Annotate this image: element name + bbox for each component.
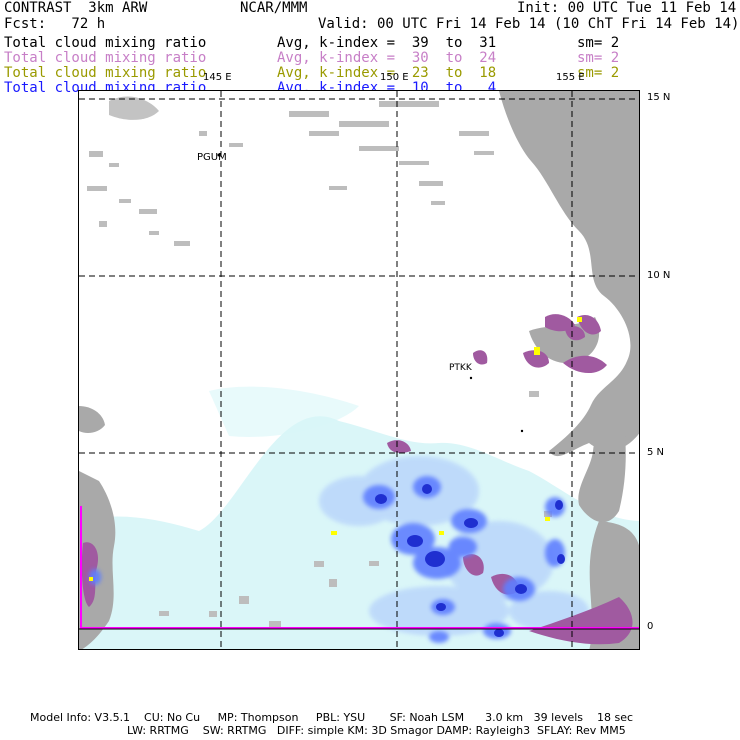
model-info-line2: LW: RRTMG SW: RRTMG DIFF: simple KM: 3D … xyxy=(127,724,626,737)
field-kindex: Avg, k-index = 39 to 31 xyxy=(277,35,497,51)
lat-label: 15 N xyxy=(647,92,671,103)
field-kindex: Avg, k-index = 30 to 24 xyxy=(277,50,497,66)
forecast-hour: Fcst: 72 h xyxy=(4,16,106,32)
yellow-cloud xyxy=(89,317,582,581)
station-markers xyxy=(217,153,524,433)
lat-label: 10 N xyxy=(647,270,671,281)
lon-label: 150 E xyxy=(380,72,409,83)
cloud-map xyxy=(79,91,639,649)
org-label: NCAR/MMM xyxy=(240,0,308,16)
valid-time: Valid: 00 UTC Fri 14 Feb 14 (10 ChT Fri … xyxy=(318,16,740,32)
lon-label: 145 E xyxy=(203,72,232,83)
field-kindex: Avg, k-index = 23 to 18 xyxy=(277,65,497,81)
domain-boundary xyxy=(80,506,639,629)
field-sm: sm= 2 xyxy=(577,50,620,66)
field-sm: sm= 2 xyxy=(577,65,620,81)
lon-label: 155 E xyxy=(556,72,585,83)
gray-cloud-speckles xyxy=(87,101,552,627)
lat-label: 0 xyxy=(647,621,654,632)
field-sm: sm= 2 xyxy=(577,35,620,51)
field-name: Total cloud mixing ratio xyxy=(4,50,207,66)
station-label-ptkk: PTKK xyxy=(449,363,472,373)
init-time: Init: 00 UTC Tue 11 Feb 14 xyxy=(517,0,737,16)
lat-label: 5 N xyxy=(647,447,665,458)
station-label-pgum: PGUM xyxy=(197,152,227,163)
model-info-line1: Model Info: V3.5.1 CU: No Cu MP: Thompso… xyxy=(30,711,634,724)
field-name: Total cloud mixing ratio xyxy=(4,65,207,81)
field-name: Total cloud mixing ratio xyxy=(4,35,207,51)
lat-lon-grid xyxy=(79,91,639,649)
map-panel: PGUM PTKK xyxy=(78,90,640,650)
model-title: CONTRAST 3km ARW xyxy=(4,0,148,16)
